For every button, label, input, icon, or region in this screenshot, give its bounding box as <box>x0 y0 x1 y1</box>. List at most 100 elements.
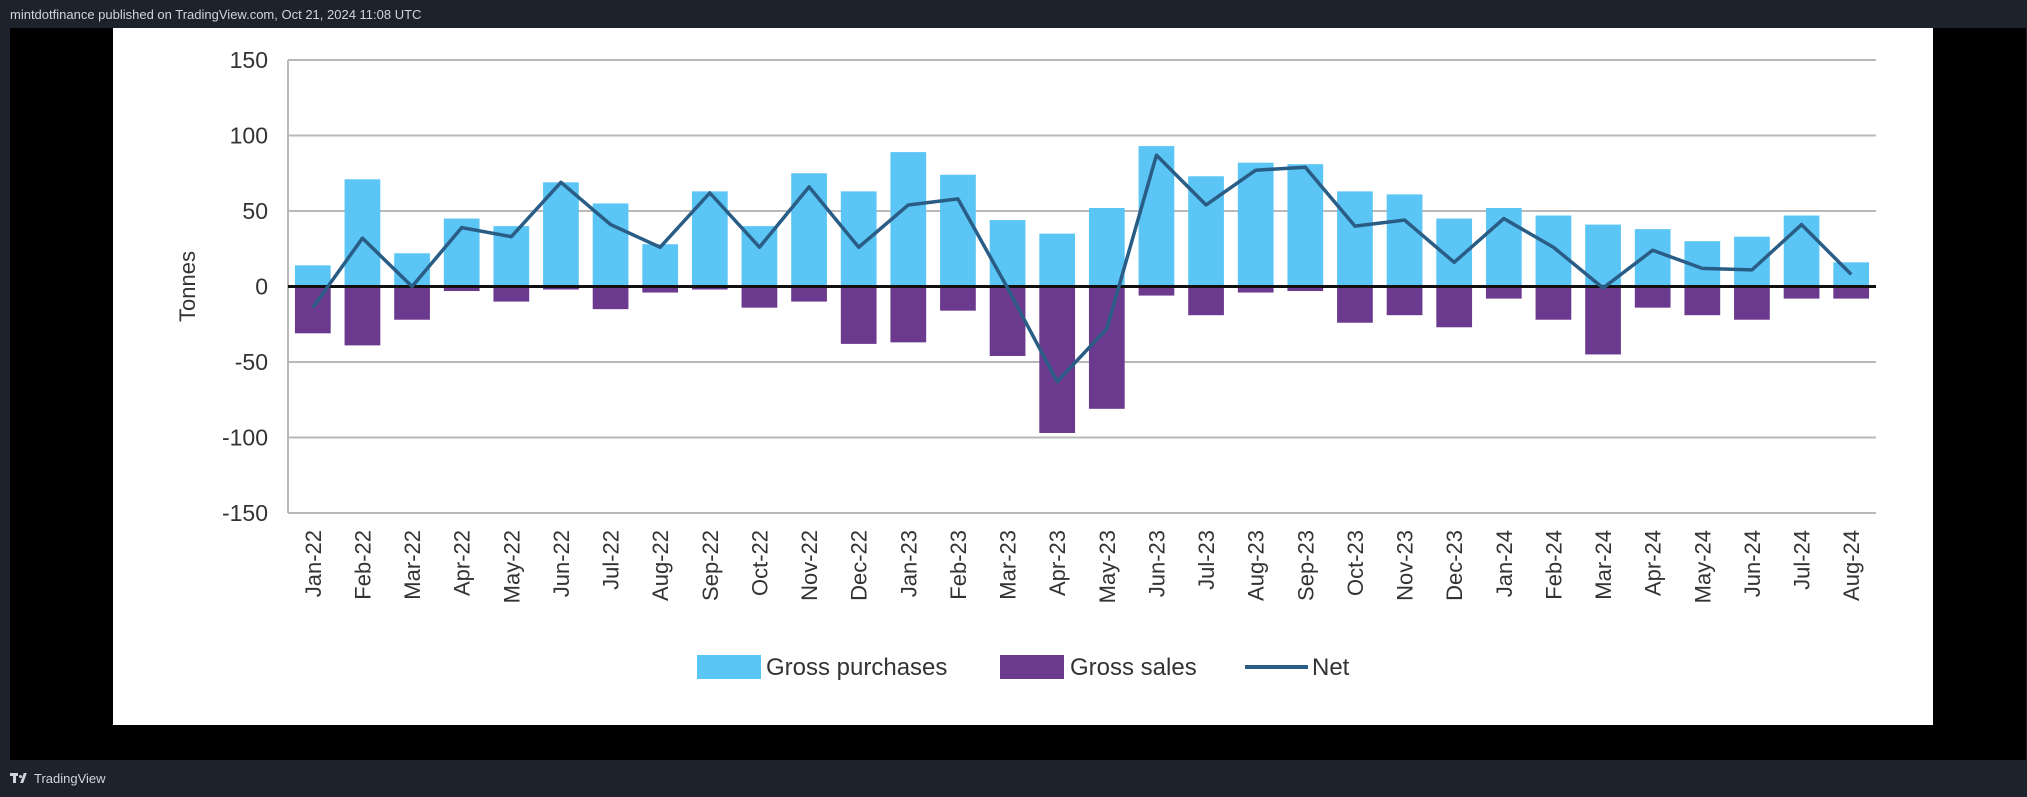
x-tick-label: Jun-22 <box>549 530 574 597</box>
bar-gross-purchases <box>1386 194 1423 287</box>
bar-gross-sales <box>493 286 530 302</box>
bar-gross-sales <box>890 286 927 343</box>
x-tick-label: Sep-22 <box>698 530 723 601</box>
x-tick-label: Aug-22 <box>648 530 673 601</box>
x-tick-label: Jul-23 <box>1194 530 1219 590</box>
y-tick-label: -150 <box>222 500 268 526</box>
bar-gross-sales <box>443 286 480 292</box>
bar-gross-purchases <box>1734 236 1770 287</box>
x-tick-label: Jan-22 <box>301 530 326 597</box>
bar-gross-purchases <box>940 174 976 287</box>
x-tick-label: May-22 <box>499 530 524 603</box>
y-axis-title: Tonnes <box>175 251 200 322</box>
bar-gross-sales <box>1337 286 1373 323</box>
bar-gross-purchases <box>791 173 827 287</box>
x-tick-label: Jul-24 <box>1790 530 1815 590</box>
x-tick-label: Apr-22 <box>450 530 475 596</box>
bar-gross-sales <box>294 286 331 334</box>
bar-gross-purchases <box>294 265 331 287</box>
bar-gross-sales <box>344 286 381 346</box>
x-tick-label: Aug-23 <box>1244 530 1269 601</box>
footer: TradingView <box>0 760 2027 797</box>
publish-header: mintdotfinance published on TradingView.… <box>0 0 2027 28</box>
x-tick-label: Nov-22 <box>797 530 822 601</box>
bar-gross-purchases <box>1485 207 1522 287</box>
x-tick-label: Nov-23 <box>1393 530 1418 601</box>
y-tick-label: 50 <box>242 198 268 224</box>
bar-gross-sales <box>1485 286 1522 299</box>
bar-gross-sales <box>592 286 629 310</box>
y-tick-label: 0 <box>255 274 268 300</box>
bar-gross-purchases <box>1039 233 1076 287</box>
x-tick-label: Mar-22 <box>400 530 425 600</box>
bar-gross-purchases <box>1237 162 1274 287</box>
footer-brand-label: TradingView <box>34 771 106 786</box>
x-tick-label: Jun-23 <box>1144 530 1169 597</box>
bar-gross-sales <box>1088 286 1125 409</box>
x-tick-label: May-23 <box>1095 530 1120 603</box>
bar-gross-purchases <box>1783 215 1820 287</box>
bar-gross-purchases <box>543 182 579 287</box>
x-tick-label: Aug-24 <box>1839 530 1864 601</box>
bar-gross-purchases <box>1535 215 1572 287</box>
bar-gross-purchases <box>989 220 1026 287</box>
bar-gross-sales <box>940 286 976 311</box>
bar-gross-purchases <box>642 244 679 287</box>
net-line <box>311 153 1853 384</box>
legend-label-gross-purchases: Gross purchases <box>766 654 947 681</box>
bar-gross-sales <box>1237 286 1274 293</box>
chart-panel <box>113 28 1933 725</box>
x-tick-label: Feb-24 <box>1541 530 1566 600</box>
bar-gross-purchases <box>592 203 629 287</box>
bar-gross-sales <box>989 286 1026 356</box>
x-tick-label: Feb-22 <box>350 530 375 600</box>
x-tick-label: Mar-23 <box>996 530 1021 600</box>
bar-gross-sales <box>1783 286 1820 299</box>
y-tick-label: -100 <box>222 425 268 451</box>
bar-gross-sales <box>840 286 877 344</box>
bar-gross-sales <box>741 286 778 308</box>
bar-gross-sales <box>394 286 430 320</box>
bar-gross-sales <box>791 286 827 302</box>
bar-gross-purchases <box>890 152 927 287</box>
x-tick-label: Jul-22 <box>599 530 624 590</box>
x-tick-label: Jan-24 <box>1492 530 1517 597</box>
bar-gross-sales <box>1386 286 1423 316</box>
legend-label-gross-sales: Gross sales <box>1070 654 1197 681</box>
x-tick-label: Feb-23 <box>946 530 971 600</box>
x-tick-label: Oct-22 <box>747 530 772 596</box>
y-tick-label: 150 <box>230 47 268 73</box>
bar-gross-sales <box>543 286 579 290</box>
x-tick-label: Dec-22 <box>847 530 872 601</box>
bar-gross-sales <box>1188 286 1224 316</box>
tradingview-brand[interactable]: TradingView <box>10 771 106 786</box>
x-tick-label: May-24 <box>1690 530 1715 603</box>
x-tick-label: Sep-23 <box>1293 530 1318 601</box>
bar-gross-sales <box>1684 286 1721 316</box>
y-tick-label: -50 <box>235 349 268 375</box>
x-tick-label: Dec-23 <box>1442 530 1467 601</box>
legend-label-net: Net <box>1312 654 1350 681</box>
y-tick-label: 100 <box>230 123 268 149</box>
x-tick-label: Apr-24 <box>1641 530 1666 596</box>
legend-swatch-gross-sales <box>1000 655 1064 679</box>
bar-gross-sales <box>642 286 679 293</box>
bar-gross-sales <box>691 286 728 290</box>
bar-gross-sales <box>1634 286 1671 308</box>
bar-gross-sales <box>1833 286 1870 299</box>
tradingview-logo-icon <box>10 772 30 785</box>
bar-gross-purchases <box>1337 191 1373 287</box>
bar-gross-purchases <box>840 191 877 287</box>
bar-gross-purchases <box>1088 207 1125 287</box>
legend-swatch-gross-purchases <box>697 655 761 679</box>
bar-gross-sales <box>1138 286 1175 296</box>
bar-gross-sales <box>1436 286 1473 328</box>
x-tick-label: Oct-23 <box>1343 530 1368 596</box>
bar-gross-sales <box>1585 286 1621 355</box>
bar-gross-purchases <box>344 179 381 287</box>
publish-line: mintdotfinance published on TradingView.… <box>10 7 422 22</box>
bar-gross-sales <box>1535 286 1572 320</box>
x-tick-label: Jun-24 <box>1740 530 1765 597</box>
x-tick-label: Apr-23 <box>1045 530 1070 596</box>
